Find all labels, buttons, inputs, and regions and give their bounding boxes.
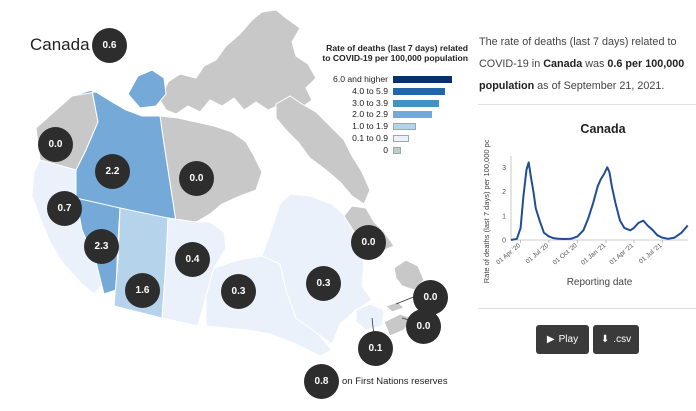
csv-label: .csv xyxy=(613,334,632,345)
map-title: Canada xyxy=(30,35,90,54)
legend-item-label: 2.0 to 2.9 xyxy=(352,109,388,120)
x-tick-label: 01 Jul '20 xyxy=(525,242,551,265)
legend-title-line1: Rate of deaths (last 7 days) related xyxy=(326,43,468,53)
legend-item-label: 4.0 to 5.9 xyxy=(352,85,388,96)
value-bubble-quebec[interactable]: 0.3 xyxy=(306,266,341,301)
legend-swatch xyxy=(393,76,452,83)
legend-item: 2.0 to 2.9 xyxy=(306,109,468,120)
summary-part3: as of September 21, 2021. xyxy=(534,80,665,92)
y-tick-label: 2 xyxy=(502,189,506,196)
legend-item: 3.0 to 3.9 xyxy=(306,98,468,109)
legend-swatch xyxy=(393,123,416,131)
value-bubble-alberta[interactable]: 2.3 xyxy=(84,229,119,264)
legend-item-label: 0 xyxy=(383,144,388,155)
legend-swatch xyxy=(393,87,445,95)
map-area: Canada 0.6 Rate of deaths (last 7 days) … xyxy=(30,9,468,399)
x-axis-label: Reporting date xyxy=(567,277,633,288)
value-bubble-first-nations[interactable]: 0.8 xyxy=(304,364,339,399)
value-bubble-new-brunswick[interactable]: 0.1 xyxy=(358,331,393,366)
summary-part1: The rate of deaths (last 7 days) related… xyxy=(479,36,677,70)
legend-item: 4.0 to 5.9 xyxy=(306,86,468,97)
legend-item: 0 xyxy=(306,145,468,156)
legend-item-label: 3.0 to 3.9 xyxy=(352,97,388,108)
y-axis-label: Rate of deaths (last 7 days) per 100,000… xyxy=(482,140,491,283)
value-bubble-yukon[interactable]: 0.0 xyxy=(38,127,73,162)
play-icon: ▶ xyxy=(546,334,555,345)
legend-item-label: 6.0 and higher xyxy=(333,74,388,84)
region-pei xyxy=(385,301,405,313)
x-tick-label: 01 Apr '20 xyxy=(495,242,522,266)
side-panel: The rate of deaths (last 7 days) related… xyxy=(478,0,696,411)
x-tick-label: 01 Oct '20 xyxy=(552,242,579,267)
y-tick-label: 1 xyxy=(502,213,506,220)
legend-swatch xyxy=(393,135,409,142)
summary-place: Canada xyxy=(543,58,583,70)
legend-swatch xyxy=(393,99,439,107)
x-tick-label: 01 Apr '21 xyxy=(608,242,635,266)
csv-download-button[interactable]: ⬇ .csv xyxy=(593,325,639,354)
region-new-brunswick xyxy=(355,303,385,331)
x-tick-label: 01 Jul '21 xyxy=(638,242,664,265)
value-bubble-ontario[interactable]: 0.3 xyxy=(221,274,256,309)
legend-swatch xyxy=(393,146,401,154)
legend-item: 6.0 and higher xyxy=(306,74,468,85)
legend-swatch xyxy=(393,111,432,119)
divider-top xyxy=(478,104,696,105)
value-bubble-nova-scotia[interactable]: 0.0 xyxy=(406,309,441,344)
play-label: Play xyxy=(558,334,579,345)
legend-item-label: 0.1 to 0.9 xyxy=(352,133,388,143)
legend-item: 0.1 to 0.9 xyxy=(306,133,468,144)
arctic-islands xyxy=(159,9,317,115)
legend-title-line2: to COVID-19 per 100,000 population xyxy=(322,53,468,63)
chart-title: Canada xyxy=(580,122,626,136)
legend-item: 1.0 to 1.9 xyxy=(306,121,468,132)
national-value-bubble: 0.6 xyxy=(92,28,127,63)
trend-chart: 0 1 2 3 01 Apr '20 01 Jul '20 01 Oct '20 01 Jan… xyxy=(482,140,689,288)
first-nations-label: on First Nations reserves xyxy=(342,376,448,387)
y-tick-label: 3 xyxy=(502,165,506,172)
x-tick-label: 01 Jan '21 xyxy=(580,242,608,267)
play-button[interactable]: ▶ Play xyxy=(536,325,589,354)
summary-text: The rate of deaths (last 7 days) related… xyxy=(479,31,691,97)
legend-item-label: 1.0 to 1.9 xyxy=(352,121,388,132)
y-tick-label: 0 xyxy=(502,238,506,245)
value-bubble-british-columbia[interactable]: 0.7 xyxy=(47,191,82,226)
summary-value: 0.6 per 100,000 population xyxy=(479,58,685,92)
value-bubble-manitoba[interactable]: 0.4 xyxy=(175,242,210,277)
legend: Rate of deaths (last 7 days) related to … xyxy=(306,43,468,155)
value-bubble-newfoundland-labrador[interactable]: 0.0 xyxy=(351,225,386,260)
value-bubble-saskatchewan[interactable]: 1.6 xyxy=(125,273,160,308)
arctic-islands-east xyxy=(275,95,371,205)
summary-part2: was xyxy=(582,58,608,70)
value-bubble-northwest-territories[interactable]: 2.2 xyxy=(95,154,130,189)
divider-bottom xyxy=(478,308,696,309)
download-icon: ⬇ xyxy=(600,334,610,345)
series-line xyxy=(510,161,689,241)
nunavut-blue-island xyxy=(127,69,167,109)
value-bubble-nunavut[interactable]: 0.0 xyxy=(179,161,214,196)
